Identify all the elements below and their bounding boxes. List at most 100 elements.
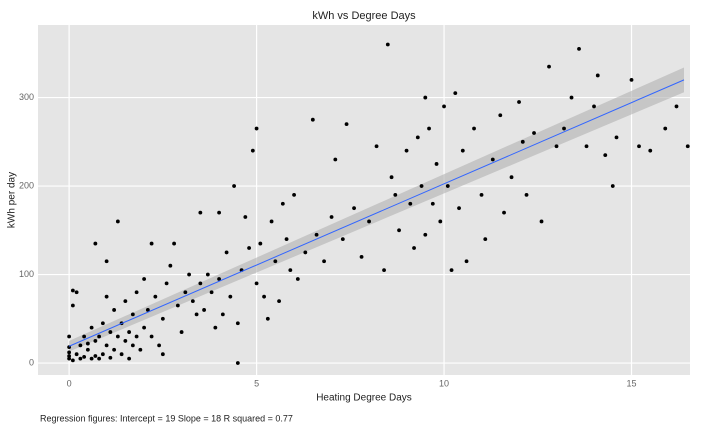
data-point (423, 232, 428, 237)
data-point (427, 126, 431, 131)
data-point (82, 354, 87, 359)
regression-line (68, 79, 685, 347)
data-point (112, 347, 117, 352)
data-point (595, 73, 600, 78)
data-point (213, 325, 218, 330)
data-point (160, 316, 165, 321)
data-point (292, 193, 296, 197)
data-point (303, 250, 308, 255)
x-tick-label: 15 (627, 378, 637, 388)
data-point (408, 201, 413, 206)
data-point (205, 272, 210, 277)
data-point (130, 343, 135, 348)
data-point (333, 157, 338, 162)
data-point (134, 290, 139, 295)
data-point (104, 259, 109, 264)
data-point (280, 201, 285, 206)
data-point (142, 277, 147, 281)
data-point (344, 122, 349, 127)
data-point (112, 308, 117, 312)
data-point (284, 237, 289, 242)
data-point (228, 294, 233, 299)
data-point (374, 144, 379, 149)
data-point (70, 358, 75, 363)
data-point (127, 330, 132, 334)
data-point (70, 303, 75, 308)
data-point (138, 347, 143, 352)
data-point (254, 281, 259, 286)
data-point (108, 330, 113, 334)
data-point (393, 193, 398, 197)
data-point (134, 334, 139, 339)
data-point (663, 126, 668, 131)
data-point (123, 339, 128, 343)
data-point (217, 210, 221, 215)
data-point (385, 42, 390, 47)
data-point (70, 288, 75, 293)
data-point (93, 241, 98, 246)
data-point (183, 290, 188, 295)
x-tick-label: 0 (67, 378, 72, 388)
data-point (472, 126, 476, 131)
data-point (209, 290, 214, 295)
data-point (569, 95, 574, 100)
data-point (78, 356, 83, 361)
data-point (277, 299, 281, 304)
data-point (202, 308, 206, 312)
data-point (629, 77, 634, 82)
data-point (539, 219, 544, 224)
data-point (190, 299, 195, 304)
data-point (67, 350, 72, 355)
data-point (464, 259, 469, 264)
data-point (78, 343, 83, 348)
y-tick-label: 100 (19, 269, 34, 279)
data-point (232, 184, 236, 188)
data-point (160, 352, 165, 357)
data-point (108, 355, 113, 360)
data-point (674, 104, 679, 109)
data-point (648, 148, 653, 153)
y-tick-label: 300 (19, 92, 34, 102)
data-point (438, 219, 443, 224)
data-point (502, 210, 506, 215)
data-point (67, 354, 72, 358)
data-point (104, 343, 109, 348)
data-point (442, 104, 446, 109)
data-point (389, 175, 394, 180)
data-point (479, 193, 484, 197)
data-point (89, 356, 94, 361)
data-point (157, 343, 162, 348)
data-point (97, 356, 102, 361)
data-point (258, 241, 263, 246)
data-point (577, 46, 581, 51)
data-point (517, 100, 521, 104)
data-point (490, 157, 495, 162)
data-point (520, 139, 525, 144)
data-point (235, 321, 240, 326)
data-point (457, 206, 461, 211)
data-point (532, 131, 536, 135)
data-point (460, 148, 465, 153)
data-point (243, 215, 248, 219)
chart-title: kWh vs Degree Days (312, 10, 416, 22)
data-point (220, 312, 225, 317)
data-point (250, 148, 255, 153)
data-point (562, 126, 566, 131)
data-point (509, 175, 514, 180)
data-point (104, 294, 109, 299)
data-point (603, 153, 608, 157)
data-point (584, 144, 589, 149)
data-point (119, 352, 124, 357)
data-point (175, 303, 180, 308)
data-point (142, 325, 147, 330)
x-tick-label: 5 (254, 378, 259, 388)
data-point (524, 193, 529, 197)
data-point (314, 232, 319, 237)
data-point (397, 228, 401, 233)
data-point (453, 91, 458, 96)
data-point (100, 352, 105, 357)
data-point (430, 201, 435, 206)
data-point (310, 117, 315, 122)
data-point (198, 281, 203, 286)
